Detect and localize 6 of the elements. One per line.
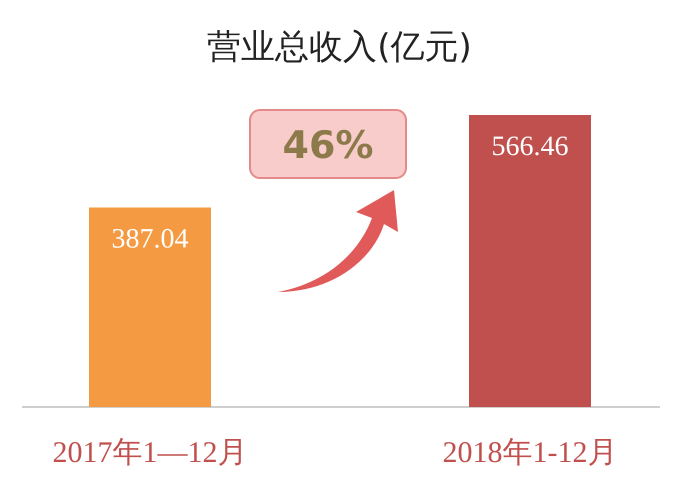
x-tick-label: 2017年1—12月 [52, 436, 248, 469]
data-label: 566.46 [492, 131, 568, 162]
data-label: 387.04 [112, 223, 188, 254]
x-tick-label: 2018年1-12月 [442, 436, 618, 469]
chart-title: 营业总收入(亿元) [207, 27, 472, 67]
annotation: 46% [282, 123, 374, 167]
